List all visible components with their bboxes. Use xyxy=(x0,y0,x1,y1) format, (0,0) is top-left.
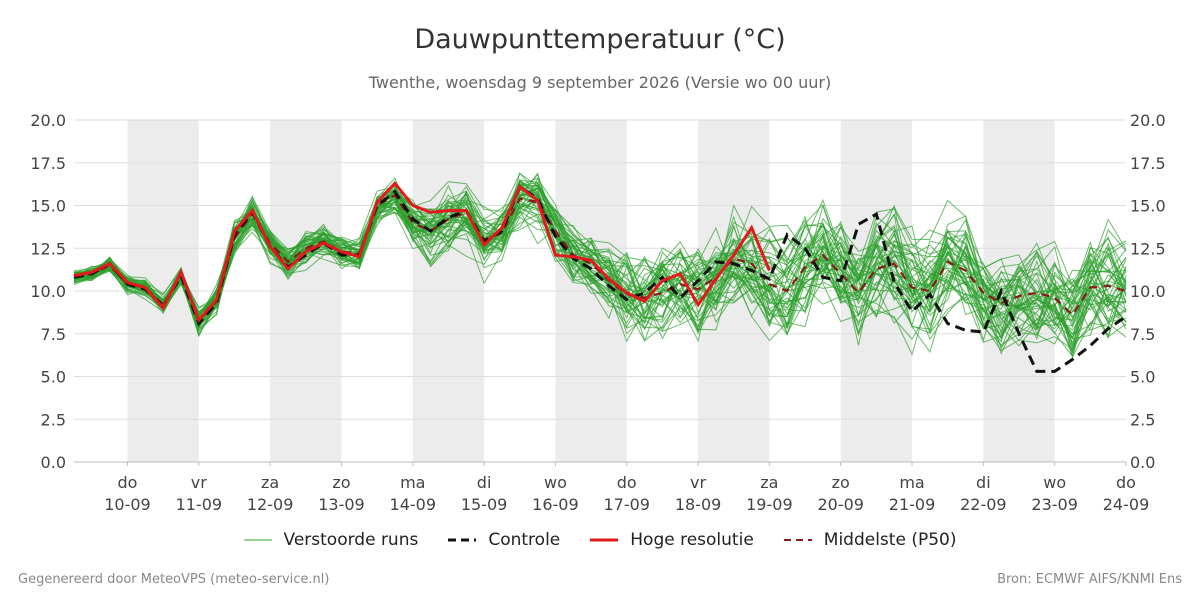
x-tick-label-day: do xyxy=(118,473,138,492)
y-tick-label-right: 17.5 xyxy=(1130,154,1166,173)
x-tick-label-date: 22-09 xyxy=(960,495,1007,514)
legend-swatch-hires xyxy=(590,538,619,542)
y-tick-label-right: 15.0 xyxy=(1130,197,1166,216)
x-tick-label-date: 10-09 xyxy=(104,495,151,514)
x-tick-label-day: zo xyxy=(332,473,350,492)
chart-subtitle: Twenthe, woensdag 9 september 2026 (Vers… xyxy=(368,73,832,92)
x-tick-label-day: vr xyxy=(690,473,706,492)
legend-item-control: Controle xyxy=(448,530,560,550)
ensemble-run-line xyxy=(73,179,1127,335)
ensemble-run-line xyxy=(73,188,1127,346)
hires-line xyxy=(73,181,771,323)
legend-item-ensemble: Verstoorde runs xyxy=(243,530,419,550)
x-tick-label-date: 19-09 xyxy=(746,495,793,514)
legend-label-ensemble: Verstoorde runs xyxy=(283,530,419,550)
x-tick-label-day: za xyxy=(760,473,778,492)
x-tick-label-day: do xyxy=(617,473,637,492)
x-tick-label-date: 23-09 xyxy=(1031,495,1078,514)
y-tick-label-left: 20.0 xyxy=(30,111,66,130)
legend-item-median: Middelste (P50) xyxy=(783,530,957,550)
legend: Verstoorde runs Controle Hoge resolutie … xyxy=(0,530,1200,550)
y-tick-label-left: 2.5 xyxy=(41,410,66,429)
legend-swatch-control xyxy=(448,538,477,542)
chart-title: Dauwpunttemperatuur (°C) xyxy=(414,24,786,55)
y-tick-label-left: 15.0 xyxy=(30,197,66,216)
x-tick-label-day: wo xyxy=(1043,473,1066,492)
x-tick-label-day: di xyxy=(477,473,492,492)
x-tick-label-date: 13-09 xyxy=(318,495,365,514)
ensemble-run-line xyxy=(73,192,1127,336)
y-tick-label-right: 5.0 xyxy=(1130,368,1155,387)
y-tick-label-left: 7.5 xyxy=(41,325,66,344)
y-tick-label-left: 5.0 xyxy=(41,368,66,387)
x-tick-label-day: ma xyxy=(400,473,425,492)
legend-swatch-median xyxy=(783,539,812,541)
x-tick-label-day: za xyxy=(261,473,279,492)
ensemble-run-line xyxy=(73,173,1127,342)
y-tick-label-left: 12.5 xyxy=(30,239,66,258)
x-tick-label-day: vr xyxy=(191,473,207,492)
x-tick-label-day: ma xyxy=(899,473,924,492)
x-tick-label-date: 16-09 xyxy=(532,495,579,514)
legend-label-median: Middelste (P50) xyxy=(823,530,957,550)
y-tick-label-right: 20.0 xyxy=(1130,111,1166,130)
y-tick-label-right: 0.0 xyxy=(1130,453,1155,472)
footer-source: Bron: ECMWF AIFS/KNMI Ens xyxy=(997,572,1182,587)
y-tick-label-right: 10.0 xyxy=(1130,282,1166,301)
y-tick-label-right: 7.5 xyxy=(1130,325,1155,344)
median-line xyxy=(73,193,1127,324)
control-line xyxy=(73,184,1127,373)
y-tick-label-left: 10.0 xyxy=(30,282,66,301)
x-tick-label-date: 15-09 xyxy=(461,495,508,514)
x-tick-label-date: 11-09 xyxy=(176,495,223,514)
legend-label-hires: Hoge resolutie xyxy=(630,530,754,550)
x-tick-label-day: zo xyxy=(832,473,850,492)
legend-item-hires: Hoge resolutie xyxy=(590,530,754,550)
x-tick-label-date: 14-09 xyxy=(390,495,437,514)
x-tick-label-date: 24-09 xyxy=(1103,495,1150,514)
x-tick-label-date: 18-09 xyxy=(675,495,722,514)
x-tick-label-day: wo xyxy=(544,473,567,492)
legend-swatch-ensemble xyxy=(243,539,272,541)
y-tick-label-left: 0.0 xyxy=(41,453,66,472)
ensemble-run-line xyxy=(73,197,1127,333)
y-tick-label-right: 2.5 xyxy=(1130,410,1155,429)
axes: 0.0 0.0 2.5 2.5 5.0 5.0 7.5 7.5 10.0 10.0 12.5 12.5… xyxy=(30,111,1165,514)
x-tick-label-date: 20-09 xyxy=(817,495,864,514)
x-tick-label-day: di xyxy=(976,473,991,492)
footer-generated-by: Gegenereerd door MeteoVPS (meteo-service… xyxy=(18,572,330,587)
y-tick-label-left: 17.5 xyxy=(30,154,66,173)
main-series xyxy=(73,181,1127,373)
legend-label-control: Controle xyxy=(488,530,561,550)
x-tick-label-day: do xyxy=(1116,473,1136,492)
y-tick-label-right: 12.5 xyxy=(1130,239,1166,258)
x-tick-label-date: 12-09 xyxy=(247,495,294,514)
x-tick-label-date: 21-09 xyxy=(889,495,936,514)
x-tick-label-date: 17-09 xyxy=(603,495,650,514)
